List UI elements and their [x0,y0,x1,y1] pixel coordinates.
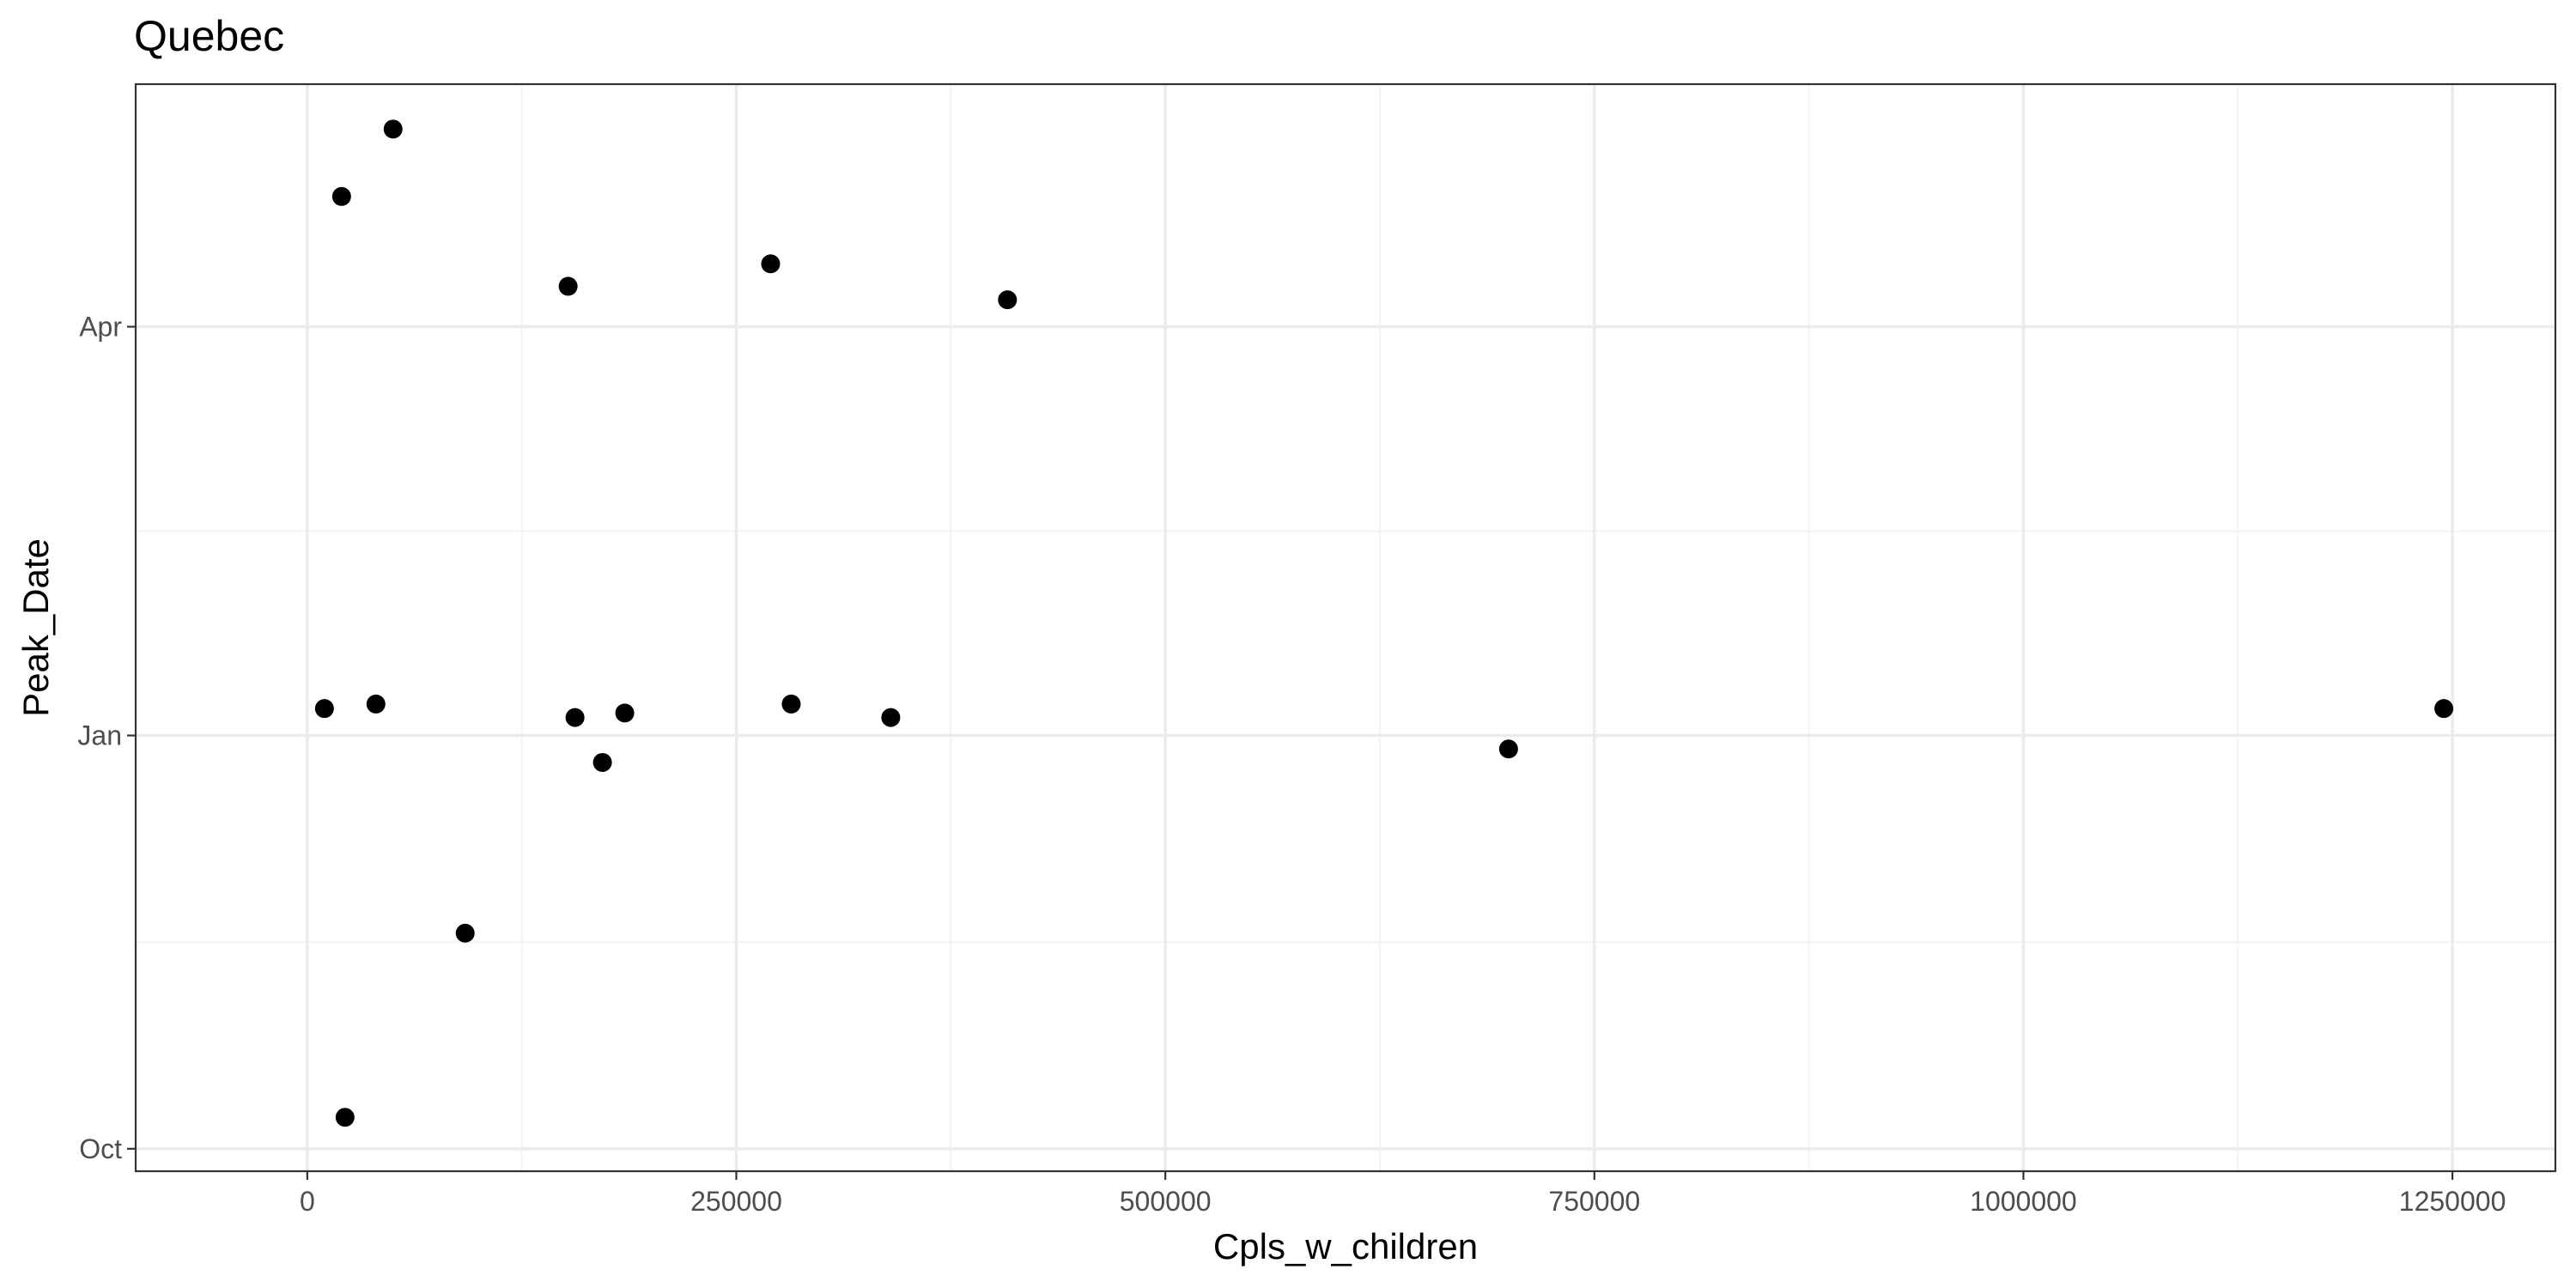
y-tick-label: Apr [79,311,122,342]
x-tick-label: 500000 [1120,1186,1212,1217]
x-axis-ticks: 0 250000 500000 750000 1000000 1250000 [300,1171,2506,1217]
data-point [565,708,585,727]
data-point [781,694,801,714]
data-point [615,703,635,723]
minor-gridlines-x [520,84,2239,1171]
y-axis-ticks: Oct Jan Apr [77,311,136,1164]
data-points [314,119,2454,1127]
x-tick-label: 250000 [690,1186,782,1217]
data-point [761,254,781,274]
minor-gridlines-y [136,530,2555,944]
x-tick-label: 0 [300,1186,315,1217]
major-gridlines-x [306,84,2454,1171]
chart-title: Quebec [134,12,284,60]
data-point [881,708,901,727]
x-tick-label: 1000000 [1970,1186,2077,1217]
data-point [1498,739,1518,759]
x-tick-label: 750000 [1548,1186,1640,1217]
x-tick-label: 1250000 [2399,1186,2506,1217]
y-tick-label: Oct [79,1133,122,1164]
data-point [592,752,612,772]
y-axis-title: Peak_Date [15,538,56,717]
plot-panel-border [134,82,2557,1173]
data-point [331,186,351,206]
data-point [2434,699,2454,719]
y-tick-label: Jan [77,720,122,751]
data-point [383,119,403,139]
data-point [455,923,475,943]
data-point [366,694,386,714]
data-point [314,699,334,719]
x-axis-title: Cpls_w_children [1213,1226,1478,1267]
data-point [335,1108,355,1127]
data-point [558,276,578,296]
data-point [998,290,1018,310]
major-gridlines-y [136,325,2555,1151]
